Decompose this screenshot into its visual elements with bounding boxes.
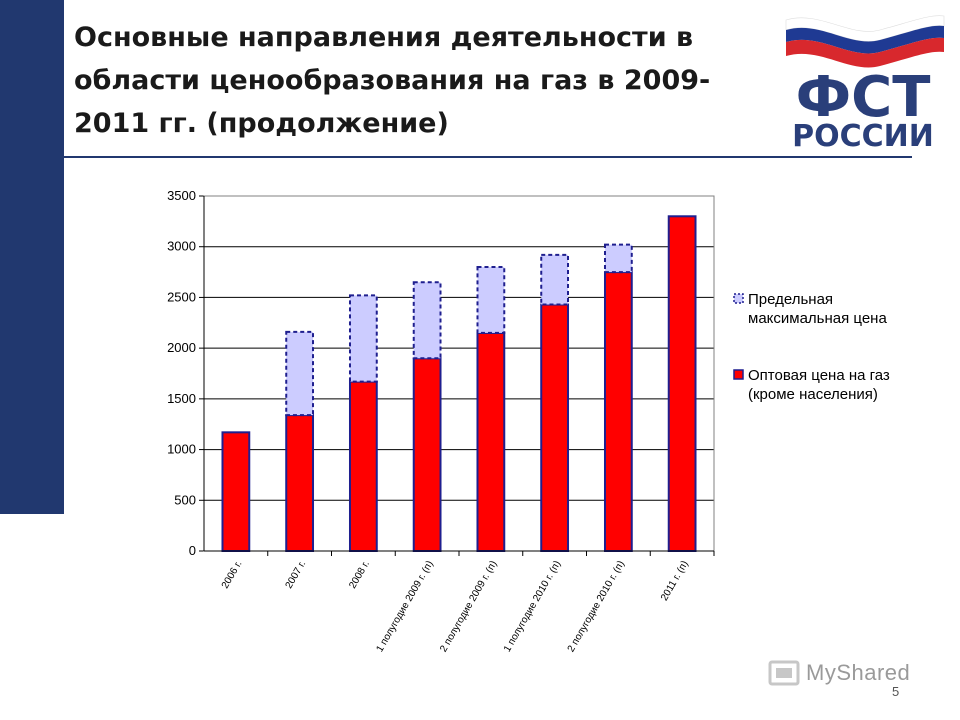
bar-wholesale-4 [476, 331, 506, 552]
y-tick-label-0: 0 [189, 543, 196, 558]
y-tick-label-3: 1500 [167, 391, 196, 406]
y-tick-label-7: 3500 [167, 188, 196, 203]
y-tick-label-1: 500 [174, 492, 196, 507]
bar-wholesale-5 [540, 303, 570, 552]
bar-wholesale-6 [603, 271, 633, 552]
y-tick-label-6: 3000 [167, 239, 196, 254]
legend-swatch-0 [733, 293, 744, 304]
page-number: 5 [892, 684, 900, 699]
legend-swatch-1 [733, 369, 744, 380]
x-tick-label-2: 2008 г. [347, 559, 372, 591]
x-tick-label-4: 2 полугодие 2009 г. (п) [438, 559, 499, 654]
logo-fst-text: ФСТ [796, 65, 931, 130]
watermark-icon [768, 660, 800, 686]
logo-russia-text: РОССИИ [792, 119, 934, 150]
legend-label-0-1: максимальная цена [748, 310, 887, 327]
x-tick-label-1: 2007 г. [284, 559, 309, 591]
bar-max-price-1 [285, 330, 315, 417]
y-tick-label-4: 2000 [167, 340, 196, 355]
bar-wholesale-7 [667, 215, 697, 553]
chart-grid [204, 195, 714, 501]
bar-wholesale-1 [285, 414, 315, 553]
y-tick-label-2: 1000 [167, 442, 196, 457]
bar-max-price-2 [348, 294, 378, 383]
bar-max-price-4 [476, 266, 506, 334]
chart-bars [221, 215, 697, 553]
plot-border [203, 195, 715, 552]
y-tick-label-5: 2500 [167, 289, 196, 304]
chart-legend: Предельная максимальная цена Оптовая цена … [733, 291, 890, 403]
bar-max-price-5 [540, 253, 570, 306]
bar-max-price-6 [603, 243, 633, 274]
legend-label-0-0: Предельная [748, 291, 833, 308]
legend-label-1-1: (кроме населения) [748, 386, 878, 403]
x-tick-label-3: 1 полугодие 2009 г. (п) [374, 559, 435, 654]
fst-logo: ФСТ РОССИИ [785, 15, 945, 150]
slide-title: Основные направления деятельности в обла… [74, 22, 711, 139]
x-tick-label-5: 1 полугодие 2010 г. (п) [502, 559, 563, 654]
bar-wholesale-3 [412, 357, 442, 552]
x-tick-label-0: 2006 г. [220, 559, 245, 591]
flag-red-stripe [786, 37, 944, 68]
flag-blue-stripe [786, 25, 944, 54]
bar-wholesale-0 [221, 431, 251, 553]
legend-label-1-0: Оптовая цена на газ [748, 367, 890, 384]
bar-wholesale-2 [348, 380, 378, 552]
title-divider [64, 156, 912, 158]
x-tick-label-6: 2 полугодие 2010 г. (п) [566, 559, 627, 654]
x-tick-label-7: 2011 г. (п) [659, 559, 691, 603]
watermark-text: MyShared [806, 660, 911, 685]
bar-max-price-3 [412, 281, 442, 360]
sidebar-band [0, 0, 64, 514]
